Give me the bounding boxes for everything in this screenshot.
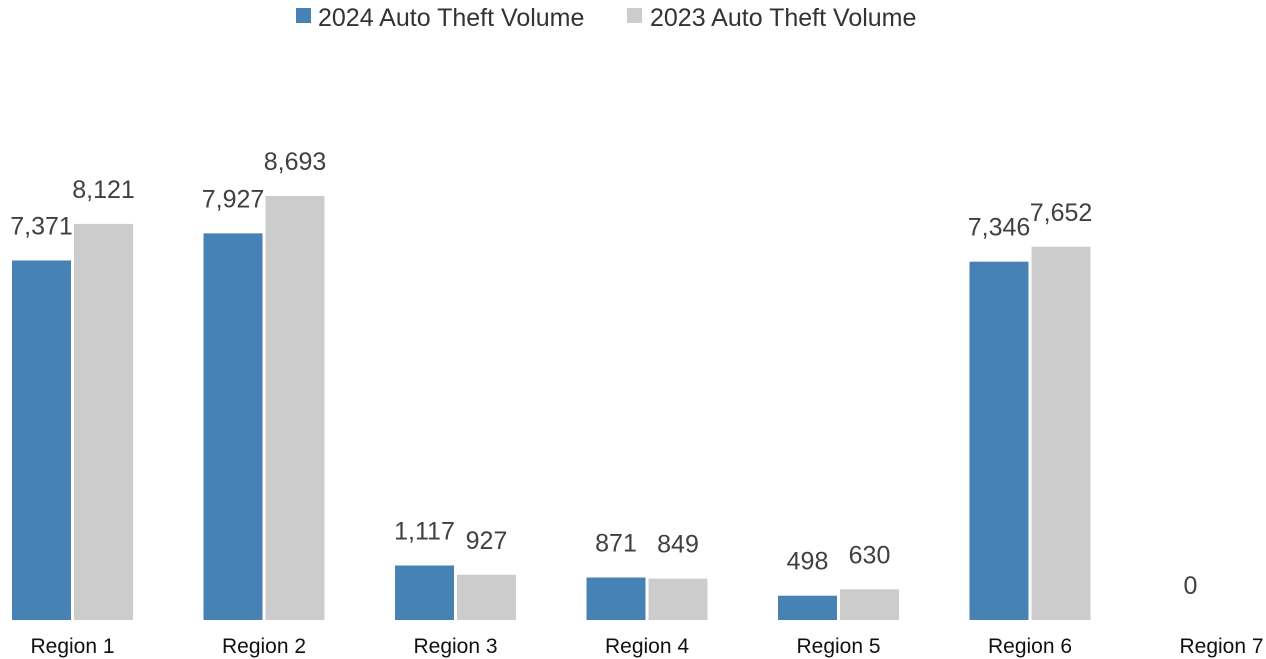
data-label-2023-region-2: 8,693 [264, 148, 327, 176]
bar-2023-region-2 [265, 196, 325, 620]
x-tick-label-region-2: Region 2 [222, 635, 306, 658]
data-label-2024-region-1: 7,371 [10, 212, 73, 240]
data-label-2024-region-5: 498 [787, 548, 829, 576]
legend-swatch-2023 [627, 8, 642, 23]
data-label-2023-region-3: 927 [466, 527, 508, 555]
data-label-2024-region-3: 1,117 [394, 518, 455, 546]
bar-2024-region-5 [778, 595, 837, 620]
data-labels-group: 7,371 8,121 7,927 8,693 1,117 927 871 849 498 630… [10, 148, 1197, 600]
legend-label-2023: 2023 Auto Theft Volume [650, 4, 916, 32]
data-label-2023-region-4: 849 [657, 531, 699, 559]
data-label-2023-region-1: 8,121 [72, 176, 135, 204]
x-tick-label-region-7: Region 7 [1179, 635, 1263, 658]
data-label-2024-region-4: 871 [595, 530, 637, 558]
bar-2024-region-1 [12, 260, 71, 620]
legend: 2024 Auto Theft Volume 2023 Auto Theft V… [296, 4, 916, 32]
data-label-2023-region-5: 630 [849, 541, 891, 569]
legend-swatch-2024 [296, 8, 311, 23]
data-label-2024-region-2: 7,927 [202, 185, 265, 213]
bars-group [12, 196, 1091, 620]
bar-2024-region-3 [395, 565, 454, 620]
bar-2023-region-4 [648, 578, 708, 620]
x-tick-label-region-4: Region 4 [605, 635, 689, 658]
legend-label-2024: 2024 Auto Theft Volume [318, 4, 584, 32]
x-tick-label-region-3: Region 3 [413, 635, 497, 658]
bar-2023-region-1 [74, 223, 133, 620]
bar-2024-region-4 [586, 577, 646, 620]
bar-2023-region-6 [1031, 246, 1091, 620]
bar-2024-region-6 [969, 261, 1029, 620]
bar-2023-region-5 [840, 589, 899, 620]
bar-2024-region-2 [203, 233, 263, 620]
bar-2023-region-3 [457, 574, 516, 620]
data-label-2024-region-6: 7,346 [968, 214, 1031, 242]
x-tick-label-region-5: Region 5 [796, 635, 880, 658]
x-axis-ticks: Region 1 Region 2 Region 3 Region 4 Region 5… [30, 635, 1263, 658]
data-label-2023-region-6: 7,652 [1030, 199, 1093, 227]
x-tick-label-region-1: Region 1 [30, 635, 114, 658]
x-tick-label-region-6: Region 6 [988, 635, 1072, 658]
data-label-2024-region-7: 0 [1184, 572, 1198, 600]
